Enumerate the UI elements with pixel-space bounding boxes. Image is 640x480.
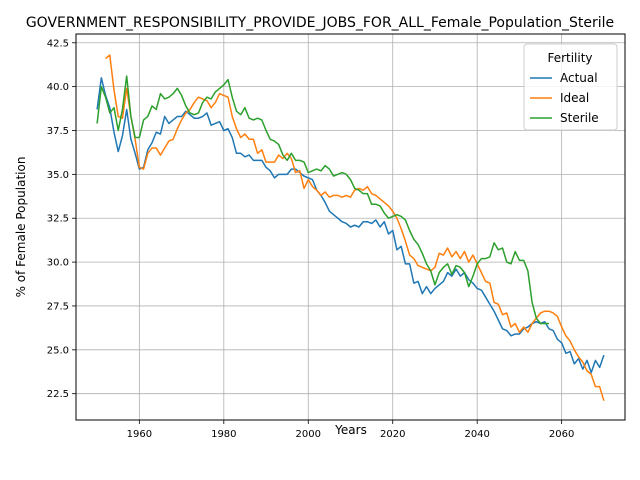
x-tick-label: 2000: [296, 429, 321, 440]
x-tick-label: 1980: [211, 429, 236, 440]
x-tick-label: 2040: [464, 429, 489, 440]
y-tick-label: 35.0: [47, 170, 69, 181]
y-tick-label: 40.0: [47, 82, 69, 93]
y-tick-label: 27.5: [47, 301, 69, 312]
x-axis-label: Years: [334, 423, 367, 437]
y-tick-label: 42.5: [47, 38, 69, 49]
x-tick-label: 1960: [127, 429, 152, 440]
x-tick-label: 2060: [549, 429, 574, 440]
series-line-sterile: [96, 75, 549, 325]
chart-title: GOVERNMENT_RESPONSIBILITY_PROVIDE_JOBS_F…: [26, 15, 614, 31]
y-tick-label: 37.5: [47, 126, 69, 137]
legend-box: [523, 43, 618, 131]
series-line-actual: [96, 77, 605, 374]
y-tick-label: 22.5: [47, 389, 69, 400]
y-axis-ticks: 22.5 25.0 27.5 30.0 32.5 35.0 37.5 40.0 42.5: [47, 38, 76, 400]
plot-frame: [75, 33, 626, 421]
x-axis-ticks: 1960 1980 2000 2020 2040 2060: [127, 420, 574, 440]
y-tick-label: 32.5: [47, 214, 69, 225]
legend-label-sterile: Sterile: [560, 111, 599, 125]
y-tick-label: 25.0: [47, 345, 69, 356]
legend-title: Fertility: [547, 51, 592, 65]
y-tick-label: 30.0: [47, 258, 69, 269]
series-lines: [96, 54, 605, 401]
legend-label-ideal: Ideal: [560, 91, 589, 105]
legend-label-actual: Actual: [560, 71, 598, 85]
y-axis-label: % of Female Population: [14, 157, 28, 298]
legend: Fertility Actual Ideal Sterile: [523, 43, 618, 131]
x-tick-label: 2020: [380, 429, 405, 440]
